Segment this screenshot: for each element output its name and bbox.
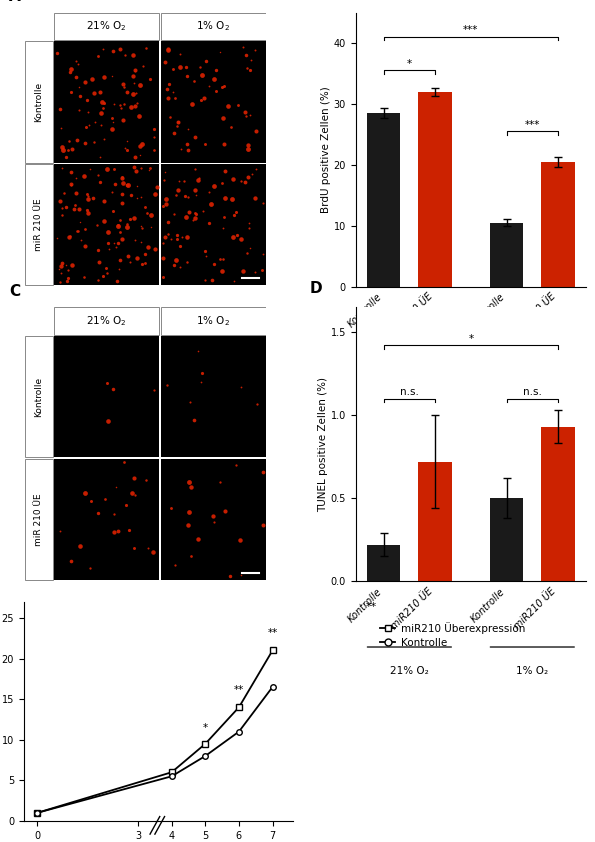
Text: D: D (309, 281, 322, 296)
Text: 1% O₂: 1% O₂ (516, 371, 549, 381)
Text: 21% O$_2$: 21% O$_2$ (86, 314, 127, 328)
Bar (541, 427, 575, 581)
Text: 1% O$_2$: 1% O$_2$ (196, 314, 230, 328)
Legend: miR210 Überexpression, Kontrolle: miR210 Überexpression, Kontrolle (375, 618, 529, 653)
Bar (54, 307, 159, 334)
Text: miR 210 ÜE: miR 210 ÜE (35, 493, 43, 546)
Bar (161, 459, 266, 580)
Text: 21% O$_2$: 21% O$_2$ (86, 19, 127, 33)
Y-axis label: BrdU positive Zellen (%): BrdU positive Zellen (%) (321, 86, 331, 213)
Bar (54, 41, 159, 163)
Bar (161, 336, 266, 457)
Text: 21% O₂: 21% O₂ (390, 666, 429, 676)
Bar (25, 164, 53, 285)
Text: Kontrolle: Kontrolle (35, 82, 43, 122)
Bar (161, 307, 266, 334)
Bar (541, 162, 575, 286)
Y-axis label: TUNEL positive Zellen (%): TUNEL positive Zellen (%) (318, 376, 328, 512)
Bar (490, 498, 524, 581)
Bar (161, 41, 266, 163)
Bar (367, 113, 400, 286)
Text: n.s.: n.s. (523, 386, 541, 397)
Text: B: B (309, 0, 321, 2)
Bar (418, 92, 452, 286)
Bar (490, 223, 524, 286)
Bar (54, 13, 159, 40)
Text: **: ** (234, 685, 244, 695)
Text: *: * (203, 723, 208, 733)
Text: ***: *** (463, 25, 478, 35)
Bar (54, 164, 159, 285)
Bar (25, 41, 53, 163)
Bar (25, 336, 53, 457)
Text: miR 210 ÜE: miR 210 ÜE (35, 199, 43, 251)
Bar (54, 459, 159, 580)
Text: *: * (407, 59, 412, 69)
Text: *: * (468, 333, 474, 344)
Text: 1% O$_2$: 1% O$_2$ (196, 19, 230, 33)
Text: ***: *** (525, 120, 540, 130)
Bar (367, 545, 400, 581)
Text: Kontrolle: Kontrolle (35, 376, 43, 417)
Text: 21% O₂: 21% O₂ (390, 371, 429, 381)
Bar (418, 461, 452, 581)
Bar (161, 164, 266, 285)
Bar (25, 459, 53, 580)
Bar (161, 13, 266, 40)
Bar (54, 336, 159, 457)
Text: n.s.: n.s. (400, 386, 419, 397)
Text: C: C (10, 284, 20, 299)
Text: A: A (10, 0, 21, 4)
Text: **: ** (366, 602, 377, 611)
Text: **: ** (267, 628, 278, 638)
Text: 1% O₂: 1% O₂ (516, 666, 549, 676)
